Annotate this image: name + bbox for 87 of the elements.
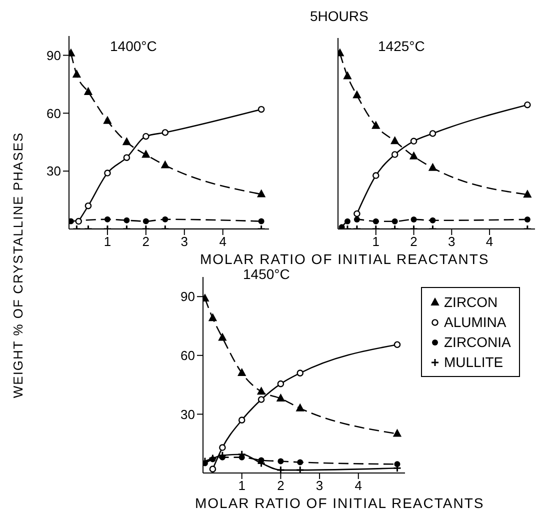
x-tick-label: 2 [410, 234, 418, 250]
point [278, 458, 284, 464]
x-axis-title: MOLAR RATIO OF INITIAL REACTANTS [200, 251, 490, 267]
point [393, 429, 402, 437]
point [344, 218, 350, 224]
point [238, 368, 246, 376]
x-tick-label: 1 [372, 234, 380, 250]
point [390, 136, 399, 144]
point [219, 444, 226, 451]
point [343, 72, 352, 80]
point [84, 87, 92, 95]
text: 5HOURS [310, 8, 368, 24]
chart-title: 1450°C [243, 266, 290, 282]
x-tick-label: 3 [448, 234, 456, 250]
point [122, 138, 131, 146]
y-tick-label: 90 [180, 289, 195, 304]
point [429, 130, 436, 137]
point [72, 70, 81, 78]
point [410, 138, 418, 145]
point [257, 387, 266, 395]
y-tick-label: 30 [46, 164, 61, 179]
point [162, 216, 168, 222]
point [209, 466, 216, 472]
point [84, 202, 92, 210]
x-axis-title: MOLAR RATIO OF INITIAL REACTANTS [195, 495, 484, 510]
point [297, 459, 304, 466]
point [394, 341, 401, 348]
x-tick-label: 2 [277, 478, 284, 494]
point [258, 396, 265, 403]
point [354, 216, 360, 222]
point [142, 132, 150, 140]
point [524, 216, 530, 222]
x-tick-label: 3 [316, 478, 324, 494]
point [410, 152, 418, 160]
point [257, 190, 266, 198]
legend-label: ZIRCON [444, 293, 498, 312]
point [104, 216, 110, 222]
point [523, 190, 532, 198]
x-tick-label: 4 [486, 234, 494, 250]
point [142, 150, 150, 158]
point [238, 416, 246, 424]
point [410, 216, 417, 222]
y-tick-label: 60 [46, 106, 61, 121]
point [524, 101, 531, 108]
point [104, 170, 111, 176]
point [428, 163, 437, 171]
point [372, 218, 379, 224]
point [276, 394, 285, 402]
y-axis-title: WEIGHT % OF CRYSTALLINE PHASES [10, 132, 26, 398]
point [162, 129, 169, 136]
point [258, 218, 264, 224]
point [372, 121, 380, 129]
point [103, 116, 112, 124]
point [124, 217, 130, 224]
x-tick-label: 3 [180, 234, 188, 250]
x-tick-label: 4 [354, 478, 362, 494]
legend-label: MULLITE [444, 353, 504, 372]
x-tick-label: 1 [104, 234, 112, 250]
point [392, 218, 398, 224]
point [142, 218, 149, 224]
point [430, 217, 436, 224]
y-tick-label: 90 [46, 48, 61, 63]
x-tick-label: 1 [238, 478, 246, 494]
point [161, 160, 170, 168]
point [354, 210, 360, 218]
point [338, 224, 345, 229]
point [296, 466, 304, 473]
point [277, 380, 284, 388]
chart-title: 1400°C [110, 38, 157, 54]
x-tick-label: 4 [219, 234, 226, 250]
point [258, 106, 265, 113]
legend-label: ZIRCONIA [444, 333, 511, 352]
chart-title: 1425°C [378, 38, 425, 54]
x-tick-label: 2 [142, 234, 150, 250]
point [372, 172, 380, 179]
point [123, 154, 130, 161]
point [352, 90, 361, 98]
legend-label: ALUMINA [444, 313, 506, 332]
point [296, 404, 304, 412]
point [391, 151, 398, 158]
point [296, 370, 304, 376]
point [208, 314, 217, 322]
y-tick-label: 30 [180, 406, 195, 422]
point [218, 333, 226, 341]
point [69, 218, 74, 224]
point [75, 218, 82, 225]
y-tick-label: 60 [180, 348, 195, 364]
